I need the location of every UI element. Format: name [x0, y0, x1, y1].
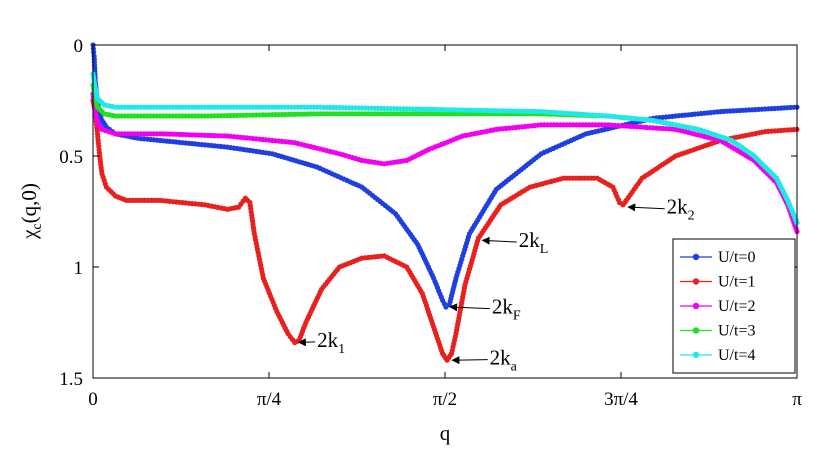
legend-marker	[692, 327, 700, 334]
y-axis-label: χc(q,0)	[17, 183, 45, 240]
axis-ticks: 0 π/4 π/2 3π/4 π 0 0.5 1 1.5	[59, 36, 802, 410]
annotation-arrow	[297, 338, 316, 347]
annotation-label: 2k1	[317, 328, 345, 357]
legend-label: U/t=2	[718, 298, 755, 315]
legend-label: U/t=0	[718, 249, 755, 266]
legend-entry: U/t=3	[680, 323, 755, 340]
legend-marker	[692, 351, 700, 359]
legend-entry: U/t=1	[680, 274, 755, 291]
legend: U/t=0 U/t=1 U/t=2 U/t=3 U/t=4	[672, 238, 796, 374]
x-tick-label: 3π/4	[604, 389, 638, 410]
annotations-layer: 2k1 2ka 2kF 2kL 2k2	[297, 195, 695, 375]
legend-label: U/t=4	[718, 347, 755, 364]
annotation-arrow	[449, 303, 490, 312]
annotation-label: 2ka	[490, 346, 518, 375]
series-line	[92, 73, 798, 223]
legend-entry: U/t=4	[680, 347, 755, 364]
annotation-arrow	[481, 236, 517, 245]
y-tick-label: 1	[74, 258, 84, 279]
series-layer	[90, 42, 800, 363]
annotation-label: 2kL	[519, 228, 549, 257]
x-tick-label: π/2	[433, 389, 457, 410]
x-tick-label: 0	[88, 389, 98, 410]
annotation-arrow	[451, 356, 488, 365]
x-axis-label: q	[440, 421, 451, 445]
legend-marker	[692, 302, 700, 310]
legend-entry: U/t=0	[680, 249, 755, 266]
y-tick-label: 0.5	[59, 147, 83, 168]
annotation-label: 2kF	[492, 295, 521, 324]
legend-label: U/t=1	[718, 274, 755, 291]
x-tick-label: π/4	[257, 389, 282, 410]
y-tick-label: 0	[74, 36, 84, 57]
x-tick-label: π	[792, 389, 802, 410]
legend-marker	[692, 278, 700, 285]
annotation-label: 2k2	[667, 195, 695, 224]
series-u-t-4	[90, 71, 800, 226]
legend-entry: U/t=2	[680, 298, 755, 315]
annotation-arrow	[627, 203, 665, 212]
y-tick-label: 1.5	[59, 369, 83, 390]
legend-marker	[692, 253, 700, 261]
legend-label: U/t=3	[718, 323, 755, 340]
